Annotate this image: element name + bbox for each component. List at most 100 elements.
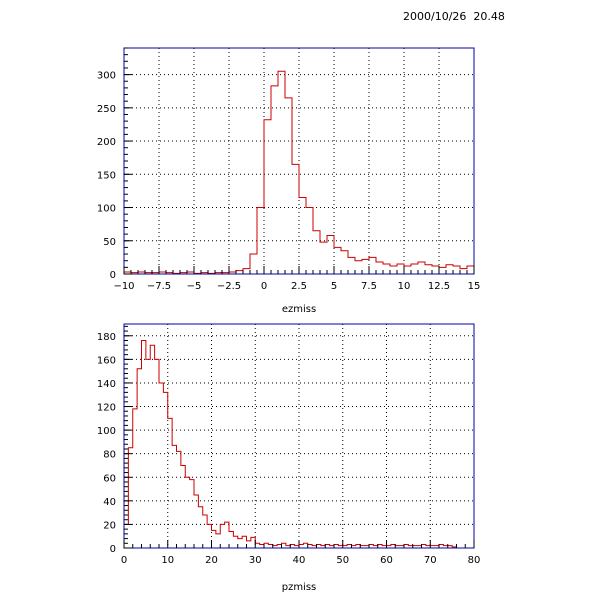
histogram-bin <box>341 251 348 274</box>
y-tick-label: 120 <box>97 403 116 414</box>
histogram-bin <box>404 544 408 548</box>
y-tick-label: 100 <box>97 426 116 437</box>
histogram-bin <box>155 359 159 548</box>
y-tick-label: 0 <box>110 544 116 555</box>
histogram-bin <box>203 515 207 548</box>
y-tick-label: 60 <box>103 473 116 484</box>
x-tick-label: 10 <box>398 281 411 292</box>
histogram-bin <box>278 71 285 274</box>
histogram-bin <box>376 262 383 274</box>
histogram-bin <box>137 369 141 548</box>
histogram-bin <box>334 544 338 548</box>
histogram-bin <box>299 544 303 548</box>
histogram-bin <box>348 257 355 274</box>
histogram-bin <box>282 543 286 548</box>
histogram-bin <box>142 341 146 548</box>
histogram-bin <box>356 544 360 548</box>
histogram-bin <box>292 164 299 274</box>
y-tick-label: 50 <box>103 237 116 248</box>
x-tick-label: 0 <box>261 281 267 292</box>
x-axis-title: ezmiss <box>282 304 316 315</box>
histogram-bin <box>238 539 242 548</box>
histogram-bin <box>432 266 439 274</box>
histogram-bin <box>320 242 327 274</box>
x-tick-label: 70 <box>424 555 437 566</box>
x-tick-label: 15 <box>468 281 481 292</box>
x-tick-label: 12.5 <box>428 281 450 292</box>
x-tick-label: 50 <box>336 555 349 566</box>
histogram-bin <box>404 266 411 274</box>
histogram-bin <box>390 266 397 274</box>
histogram-bin <box>347 544 351 548</box>
y-tick-label: 150 <box>97 170 116 181</box>
histogram-bin <box>229 531 233 548</box>
histogram-bin <box>177 451 181 548</box>
histogram-bin <box>163 392 167 548</box>
y-tick-label: 300 <box>97 71 116 82</box>
y-tick-label: 40 <box>103 497 116 508</box>
y-tick-label: 0 <box>110 270 116 281</box>
histogram-bin <box>124 524 128 548</box>
x-tick-label: −5 <box>187 281 202 292</box>
x-tick-label: 2.5 <box>291 281 307 292</box>
histogram-bin <box>247 541 251 548</box>
y-tick-label: 140 <box>97 379 116 390</box>
y-tick-label: 20 <box>103 520 116 531</box>
x-tick-label: 80 <box>468 555 481 566</box>
histogram-bin <box>460 269 467 274</box>
histogram-bin <box>317 544 321 548</box>
x-tick-label: 10 <box>161 555 174 566</box>
histogram-bin <box>133 409 137 548</box>
x-tick-label: 30 <box>249 555 262 566</box>
histogram-bin <box>303 543 307 548</box>
y-tick-label: 180 <box>97 332 116 343</box>
x-tick-label: 40 <box>293 555 306 566</box>
histogram-bin <box>369 544 373 548</box>
x-axis-title: pzmiss <box>282 582 317 593</box>
histogram-bin <box>185 477 189 548</box>
histogram-bin <box>425 265 432 274</box>
histogram-bin <box>216 534 220 548</box>
histogram-bin <box>369 257 376 274</box>
histogram-bin <box>264 120 271 274</box>
histogram-bin <box>146 359 150 548</box>
histogram-bin <box>194 495 198 548</box>
y-tick-label: 100 <box>97 204 116 215</box>
timestamp: 2000/10/26 20.48 <box>403 10 505 23</box>
histogram-bin <box>453 266 460 274</box>
histogram-bin <box>362 259 369 274</box>
histogram-bin <box>212 530 216 548</box>
histogram-bin <box>439 544 443 548</box>
histogram-bin <box>207 524 211 548</box>
histogram-bin <box>355 261 362 274</box>
histogram-bin <box>255 543 259 548</box>
histogram-bin <box>264 543 268 548</box>
histogram-bin <box>150 345 154 548</box>
histogram-bin <box>181 465 185 548</box>
x-tick-label: −7.5 <box>147 281 171 292</box>
ezmiss-histogram: −10 −7.5 −5 −2.5 0 2.5 5 7.5 10 12.5 1505010015020… <box>97 47 481 315</box>
histogram-bin <box>446 265 453 274</box>
histogram-bin <box>325 544 329 548</box>
x-tick-label: 7.5 <box>361 281 377 292</box>
x-tick-label: 60 <box>380 555 393 566</box>
histogram-bin <box>277 544 281 548</box>
histogram-bin <box>422 544 426 548</box>
histogram-bin <box>306 208 313 274</box>
histogram-bin <box>251 537 255 548</box>
histogram-bin <box>327 235 334 274</box>
histogram-bin <box>397 264 404 274</box>
x-tick-label: −2.5 <box>217 281 241 292</box>
y-tick-label: 160 <box>97 355 116 366</box>
histogram-bin <box>168 418 172 548</box>
histogram-bin <box>172 445 176 548</box>
x-tick-label: −10 <box>113 281 134 292</box>
y-tick-label: 200 <box>97 137 116 148</box>
histogram-bin <box>243 269 250 274</box>
histogram-bin <box>268 544 272 548</box>
x-tick-label: 5 <box>331 281 337 292</box>
histogram-bin <box>128 448 132 548</box>
histogram-bin <box>299 198 306 274</box>
y-tick-label: 250 <box>97 104 116 115</box>
